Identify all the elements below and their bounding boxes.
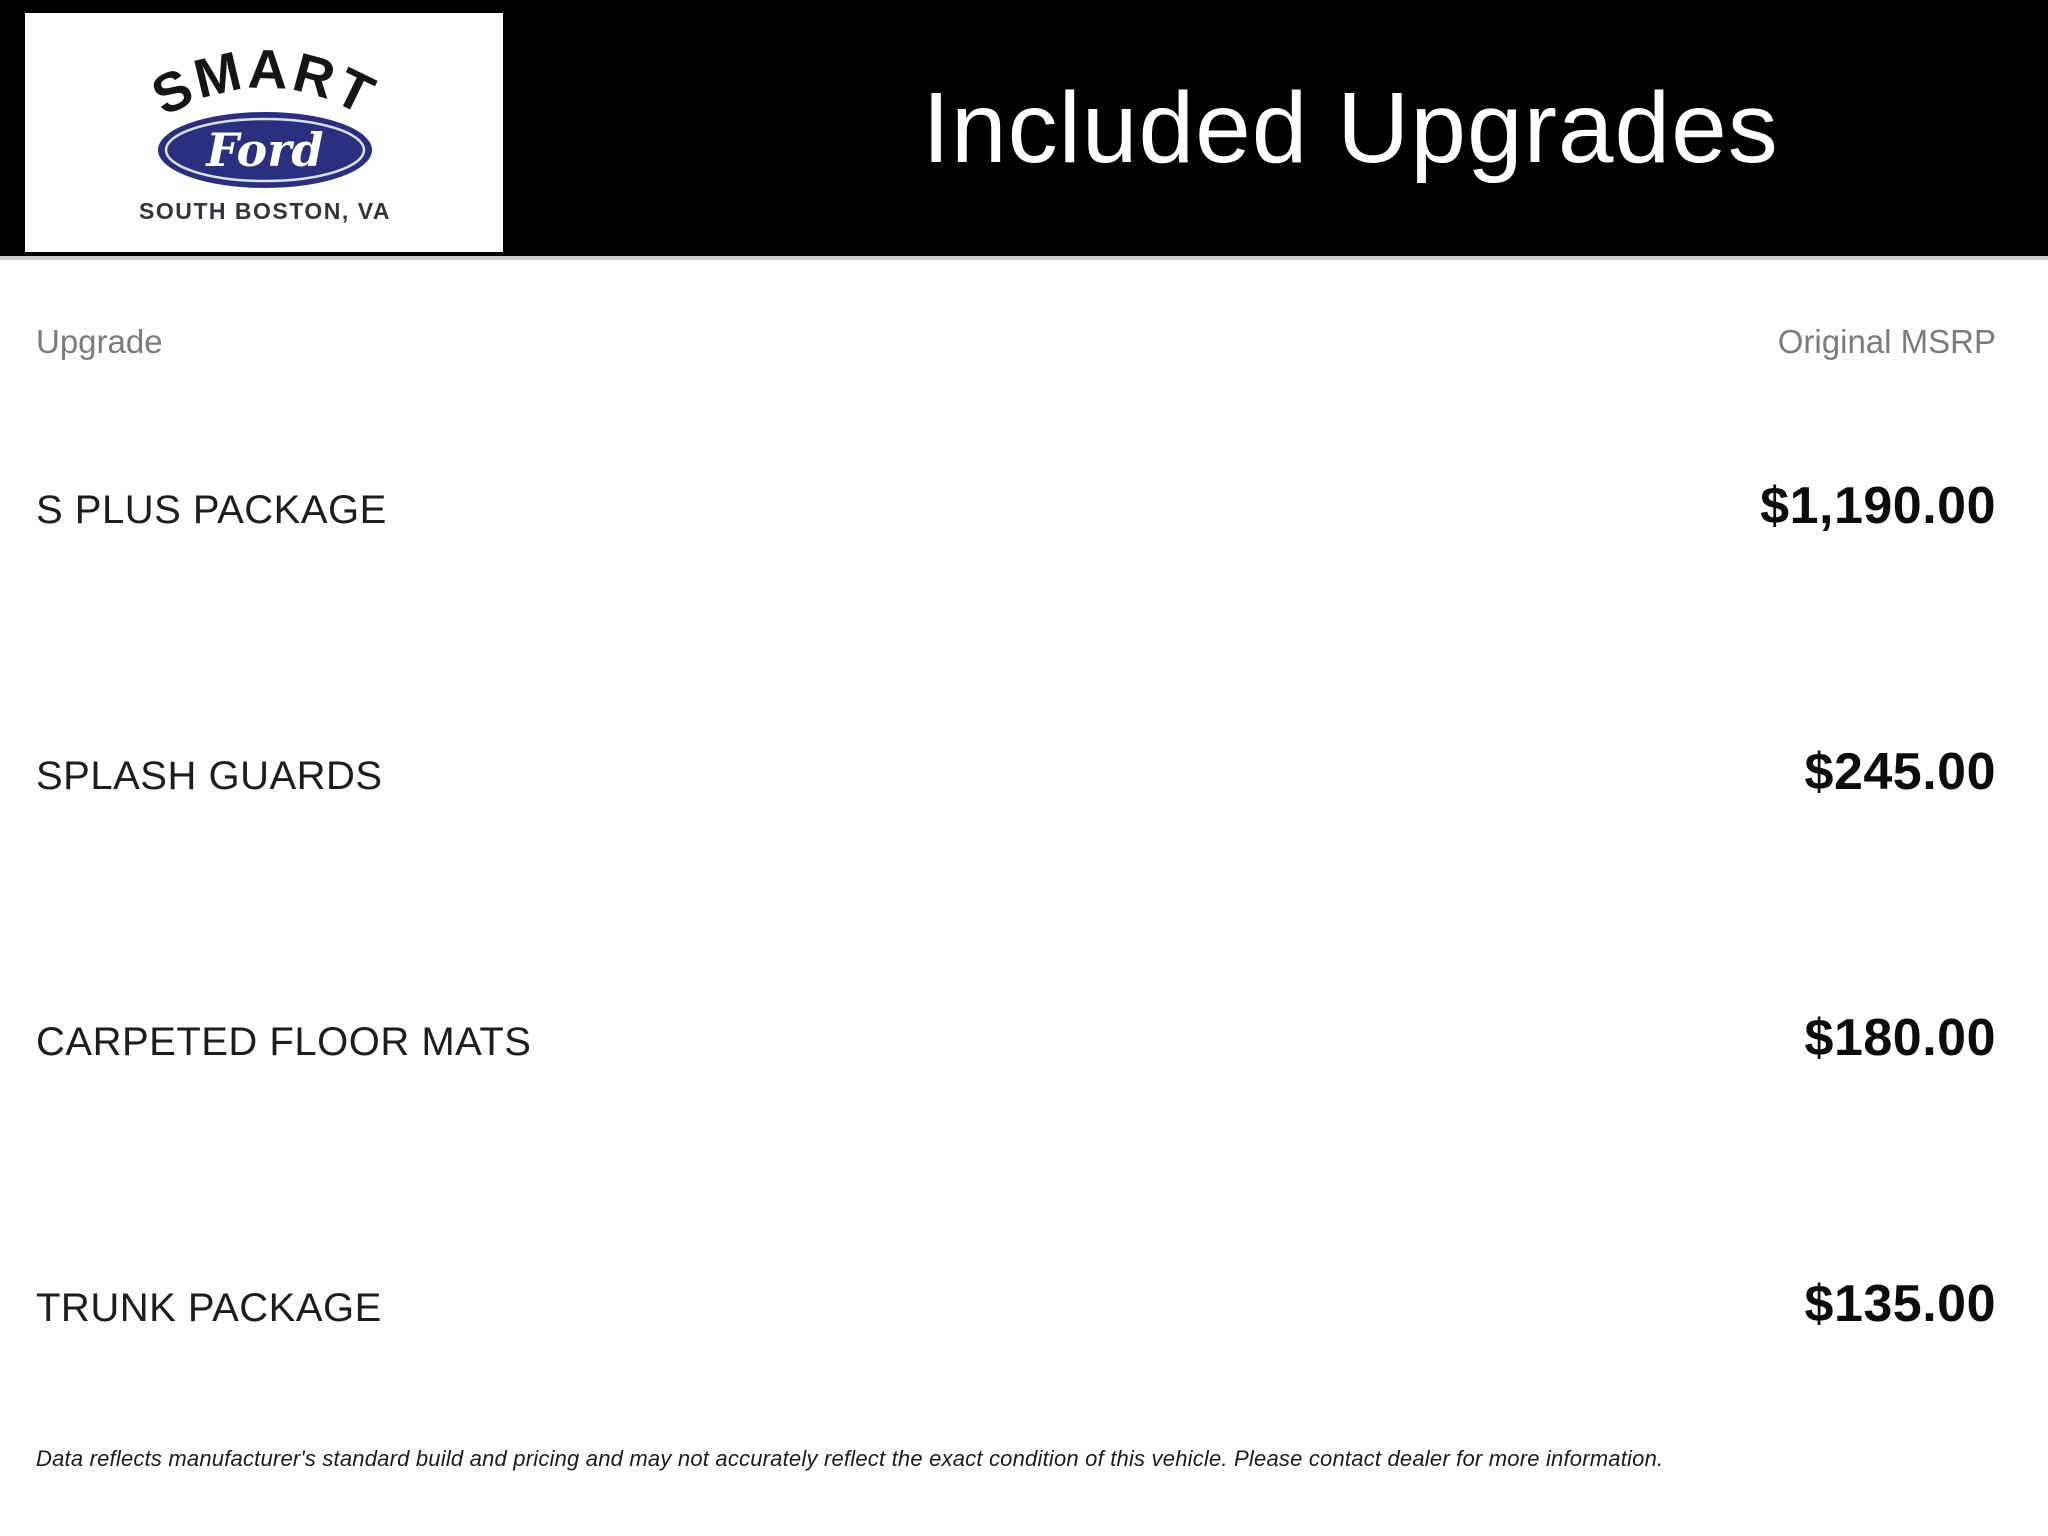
- upgrade-name: CARPETED FLOOR MATS: [36, 1019, 532, 1064]
- upgrade-name: S PLUS PACKAGE: [36, 487, 387, 532]
- page-title: Included Upgrades: [922, 72, 1779, 184]
- logo-location-text: SOUTH BOSTON, VA: [139, 198, 391, 224]
- table-row: SPLASH GUARDS $245.00: [36, 746, 1996, 802]
- upgrade-price: $245.00: [1804, 742, 1996, 801]
- column-header-msrp: Original MSRP: [1777, 323, 1996, 360]
- upgrade-price: $180.00: [1804, 1008, 1996, 1067]
- table-row: CARPETED FLOOR MATS $180.00: [36, 1012, 1996, 1068]
- ford-oval-icon: [158, 112, 372, 188]
- smart-ford-logo-icon: SMART Ford SOUTH BOSTON, VA: [139, 38, 391, 224]
- disclaimer-text: Data reflects manufacturer's standard bu…: [36, 1445, 1664, 1471]
- upgrade-price: $1,190.00: [1760, 476, 1996, 535]
- upgrade-name: SPLASH GUARDS: [36, 753, 383, 798]
- upgrades-table: Upgrade Original MSRP S PLUS PACKAGE $1,…: [0, 322, 2048, 1334]
- column-header-upgrade: Upgrade: [36, 323, 163, 360]
- dealer-logo: SMART Ford SOUTH BOSTON, VA: [25, 13, 503, 252]
- upgrade-price: $135.00: [1804, 1274, 1996, 1333]
- header-banner: SMART Ford SOUTH BOSTON, VA Included Upg…: [0, 0, 2048, 260]
- table-header-row: Upgrade Original MSRP: [36, 322, 1996, 362]
- upgrade-name: TRUNK PACKAGE: [36, 1285, 382, 1330]
- ford-script-text: Ford: [204, 123, 323, 177]
- table-row: TRUNK PACKAGE $135.00: [36, 1278, 1996, 1334]
- table-row: S PLUS PACKAGE $1,190.00: [36, 480, 1996, 536]
